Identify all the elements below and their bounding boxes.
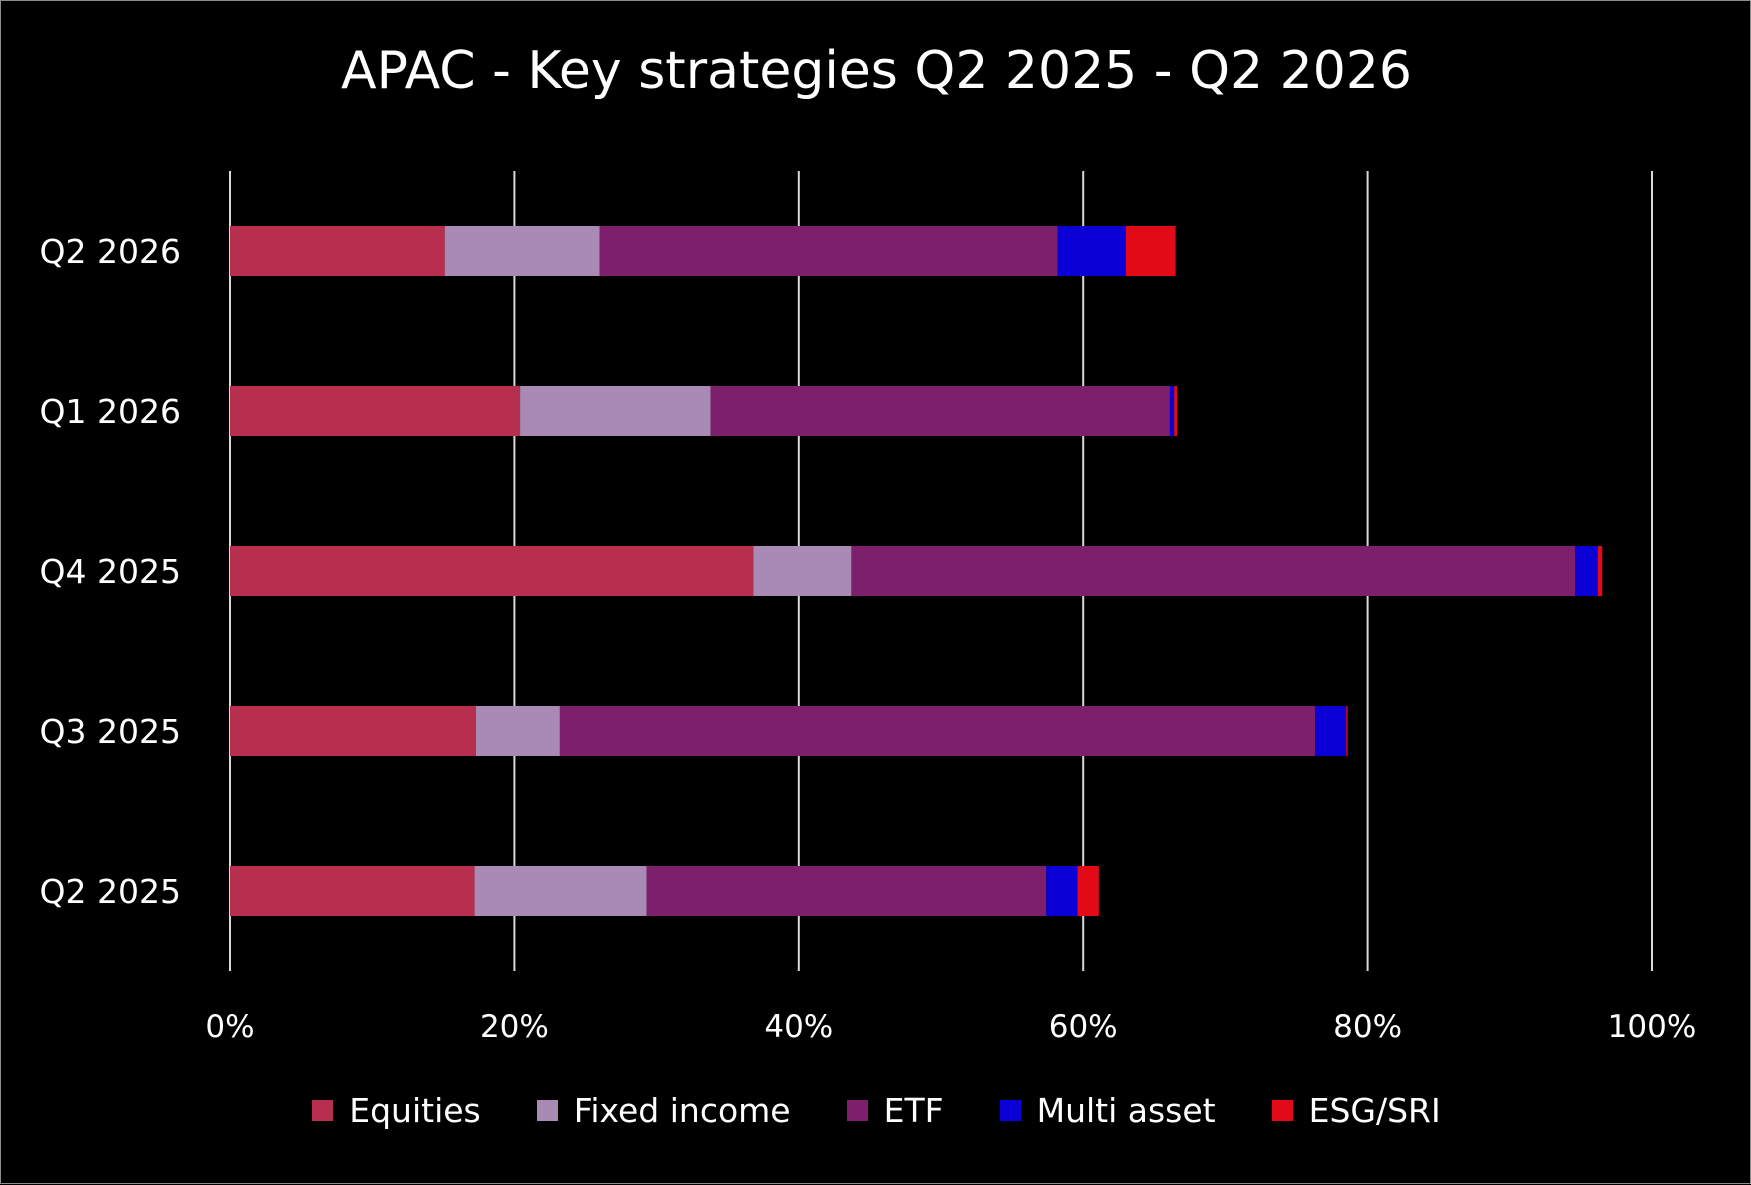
bar-segment-fixed-income — [520, 386, 711, 436]
bar-segment-fixed-income — [476, 706, 560, 756]
x-tick-label: 100% — [1608, 1009, 1697, 1045]
bar-segment-esg-sri — [1597, 546, 1603, 596]
bar-segment-fixed-income — [474, 866, 647, 916]
bar-segment-equities — [230, 866, 475, 916]
x-tick-label: 40% — [764, 1009, 833, 1045]
y-category-label: Q3 2025 — [40, 712, 181, 751]
bar-segment-equities — [230, 226, 445, 276]
legend-swatch — [999, 1100, 1021, 1121]
y-category-label: Q2 2026 — [40, 232, 181, 271]
legend-label: Equities — [349, 1091, 481, 1130]
legend-item: Fixed income — [536, 1091, 791, 1130]
bar-segment-multi-asset — [1575, 546, 1598, 596]
legend-swatch — [1271, 1100, 1293, 1121]
bar-segment-equities — [230, 546, 754, 596]
legend-item: Multi asset — [999, 1091, 1216, 1130]
bar-segment-etf — [646, 866, 1047, 916]
bar-segment-esg-sri — [1174, 386, 1178, 436]
bar-segment-equities — [230, 706, 477, 756]
bar-segment-multi-asset — [1046, 866, 1078, 916]
x-tick-label: 0% — [205, 1009, 254, 1045]
bar-segment-etf — [599, 226, 1058, 276]
bar-segment-multi-asset — [1314, 706, 1347, 756]
legend-item: Equities — [312, 1091, 481, 1130]
legend-label: Multi asset — [1036, 1091, 1216, 1130]
legend-swatch — [536, 1100, 558, 1121]
bar-segment-etf — [851, 546, 1576, 596]
legend-item: ESG/SRI — [1271, 1091, 1441, 1130]
x-tick-label: 20% — [480, 1009, 549, 1045]
bar-segment-multi-asset — [1057, 226, 1126, 276]
y-category-label: Q4 2025 — [40, 552, 181, 591]
chart-title: APAC - Key strategies Q2 2025 - Q2 2026 — [341, 41, 1412, 101]
legend-item: ETF — [846, 1091, 944, 1130]
bar-segment-fixed-income — [444, 226, 600, 276]
bar-segment-equities — [230, 386, 521, 436]
legend-label: ESG/SRI — [1308, 1091, 1441, 1130]
bar-segment-esg-sri — [1125, 226, 1176, 276]
bar-segment-multi-asset — [1169, 386, 1175, 436]
bar-segment-esg-sri — [1346, 706, 1348, 756]
y-category-label: Q1 2026 — [40, 392, 181, 431]
legend-swatch — [312, 1100, 334, 1121]
legend-label: ETF — [883, 1091, 944, 1130]
legend: Equities Fixed income ETF Multi asset ESG/SR… — [1, 1091, 1751, 1130]
bar-segment-fixed-income — [753, 546, 852, 596]
bar-segment-esg-sri — [1077, 866, 1099, 916]
y-category-label: Q2 2025 — [40, 872, 181, 911]
bar-segment-etf — [710, 386, 1170, 436]
x-tick-label: 80% — [1333, 1009, 1402, 1045]
legend-swatch — [846, 1100, 868, 1121]
bar-segment-etf — [559, 706, 1315, 756]
legend-label: Fixed income — [573, 1091, 791, 1130]
x-tick-label: 60% — [1049, 1009, 1118, 1045]
